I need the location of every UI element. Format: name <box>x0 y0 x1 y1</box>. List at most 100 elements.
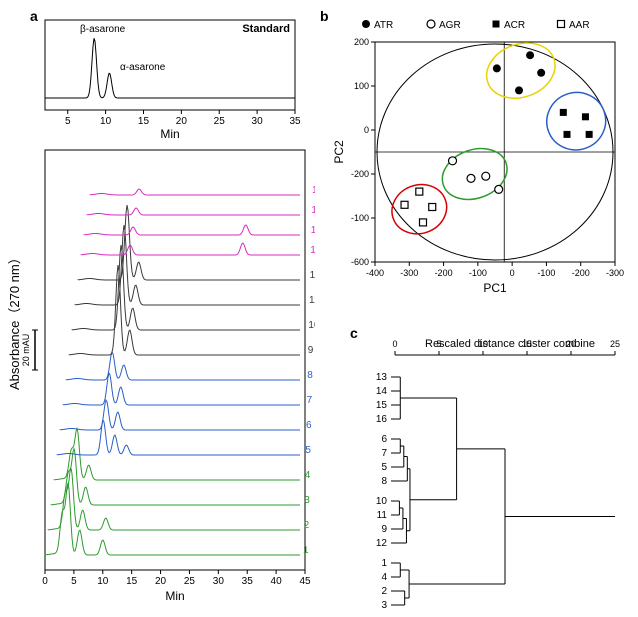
standard-label: Standard <box>242 23 290 35</box>
svg-text:-100: -100 <box>351 213 369 223</box>
trace-8 <box>66 352 300 380</box>
trace-label-1: 1 <box>303 545 309 556</box>
scale-bar: 20 mAU <box>21 330 38 370</box>
standard-chart: Standard β-asarone α-asarone 5 10 15 20 25 30… <box>45 20 301 141</box>
panel-a-svg: Absorbance（270 nm） Standard β-asarone α-… <box>5 10 315 610</box>
svg-text:0: 0 <box>510 268 515 278</box>
trace-3 <box>51 448 300 505</box>
svg-text:25: 25 <box>184 576 196 587</box>
svg-text:-600: -600 <box>351 257 369 267</box>
svg-text:25: 25 <box>214 116 226 127</box>
trace-label-5: 5 <box>305 445 311 456</box>
trace-13 <box>81 243 300 255</box>
svg-text:10: 10 <box>100 116 112 127</box>
leaf-1: 1 <box>381 558 387 569</box>
svg-text:AGR: AGR <box>439 20 461 31</box>
svg-text:35: 35 <box>289 116 301 127</box>
leaf-4: 4 <box>381 572 387 583</box>
alpha-asarone-label: α-asarone <box>120 62 166 73</box>
trace-label-12: 12 <box>310 270 315 281</box>
panel-b-svg: ATR AGR ACR AAR -400 -300 -200 -100 0 -100 -200 -3… <box>330 12 630 302</box>
beta-asarone-label: β-asarone <box>80 24 126 35</box>
svg-text:-200: -200 <box>572 268 590 278</box>
pca-xlabel: PC1 <box>483 281 507 295</box>
svg-text:10: 10 <box>478 339 488 349</box>
trace-2 <box>48 468 300 530</box>
leaf-13: 13 <box>376 372 388 383</box>
trace-label-2: 2 <box>304 520 310 531</box>
trace-label-13: 13 <box>310 245 315 256</box>
svg-text:-200: -200 <box>435 268 453 278</box>
svg-text:-300: -300 <box>606 268 624 278</box>
legend-AGR: AGR <box>427 20 461 31</box>
leaf-5: 5 <box>381 462 387 473</box>
trace-label-3: 3 <box>304 495 310 506</box>
panel-c-svg: Rescaled distance cluster combine 051015… <box>345 335 635 615</box>
ellipse-ATR <box>479 34 563 108</box>
stacked-chart: 12345678910111213141516 20 mAU 051015202… <box>21 150 315 603</box>
svg-text:30: 30 <box>252 116 264 127</box>
trace-10 <box>72 245 300 330</box>
svg-text:5: 5 <box>65 116 71 127</box>
pca-ylabel: PC2 <box>332 140 346 164</box>
leaf-12: 12 <box>376 538 388 549</box>
trace-label-8: 8 <box>307 370 313 381</box>
trace-15 <box>87 208 300 215</box>
svg-text:45: 45 <box>299 576 311 587</box>
legend-ACR: ACR <box>493 20 526 31</box>
svg-text:-100: -100 <box>469 268 487 278</box>
trace-label-15: 15 <box>311 205 315 216</box>
svg-text:20: 20 <box>155 576 167 587</box>
svg-text:15: 15 <box>126 576 138 587</box>
svg-text:ACR: ACR <box>504 20 525 31</box>
svg-text:0: 0 <box>364 125 369 135</box>
svg-text:200: 200 <box>354 37 369 47</box>
trace-label-7: 7 <box>307 395 313 406</box>
svg-text:0: 0 <box>42 576 48 587</box>
svg-text:0: 0 <box>392 339 397 349</box>
trace-12 <box>78 205 300 280</box>
svg-text:15: 15 <box>138 116 150 127</box>
svg-text:-400: -400 <box>366 268 384 278</box>
leaf-15: 15 <box>376 400 388 411</box>
trace-14 <box>84 225 300 235</box>
ylabel-absorbance: Absorbance（270 nm） <box>7 251 22 390</box>
stacked-xlabel: Min <box>165 589 184 603</box>
svg-text:5: 5 <box>436 339 441 349</box>
svg-text:AAR: AAR <box>569 20 590 31</box>
legend-AAR: AAR <box>558 20 590 31</box>
trace-label-10: 10 <box>308 320 315 331</box>
leaf-8: 8 <box>381 476 387 487</box>
scale-bar-label: 20 mAU <box>21 334 31 367</box>
leaf-2: 2 <box>381 586 387 597</box>
leaf-14: 14 <box>376 386 388 397</box>
std-xlabel: Min <box>160 127 179 141</box>
leaf-6: 6 <box>381 434 387 445</box>
trace-label-14: 14 <box>311 225 315 236</box>
trace-16 <box>90 189 300 195</box>
svg-text:25: 25 <box>610 339 620 349</box>
trace-label-4: 4 <box>305 470 311 481</box>
svg-text:30: 30 <box>213 576 225 587</box>
svg-text:40: 40 <box>271 576 283 587</box>
trace-label-16: 16 <box>312 185 315 196</box>
figure: a b c Absorbance（270 nm） Standard β-asar… <box>0 0 638 617</box>
trace-label-9: 9 <box>308 345 314 356</box>
trace-label-6: 6 <box>306 420 312 431</box>
svg-text:5: 5 <box>71 576 77 587</box>
svg-text:-200: -200 <box>351 169 369 179</box>
svg-text:20: 20 <box>176 116 188 127</box>
ellipse-ACR <box>539 84 614 158</box>
trace-11 <box>75 225 300 305</box>
svg-text:-300: -300 <box>400 268 418 278</box>
trace-9 <box>69 265 300 355</box>
trace-7 <box>63 373 300 405</box>
legend-ATR: ATR <box>362 20 393 31</box>
panel-b-label: b <box>320 8 329 24</box>
svg-text:15: 15 <box>522 339 532 349</box>
svg-text:10: 10 <box>97 576 109 587</box>
svg-text:20: 20 <box>566 339 576 349</box>
leaf-3: 3 <box>381 600 387 611</box>
leaf-11: 11 <box>377 510 388 521</box>
ellipse-AGR <box>435 140 514 208</box>
